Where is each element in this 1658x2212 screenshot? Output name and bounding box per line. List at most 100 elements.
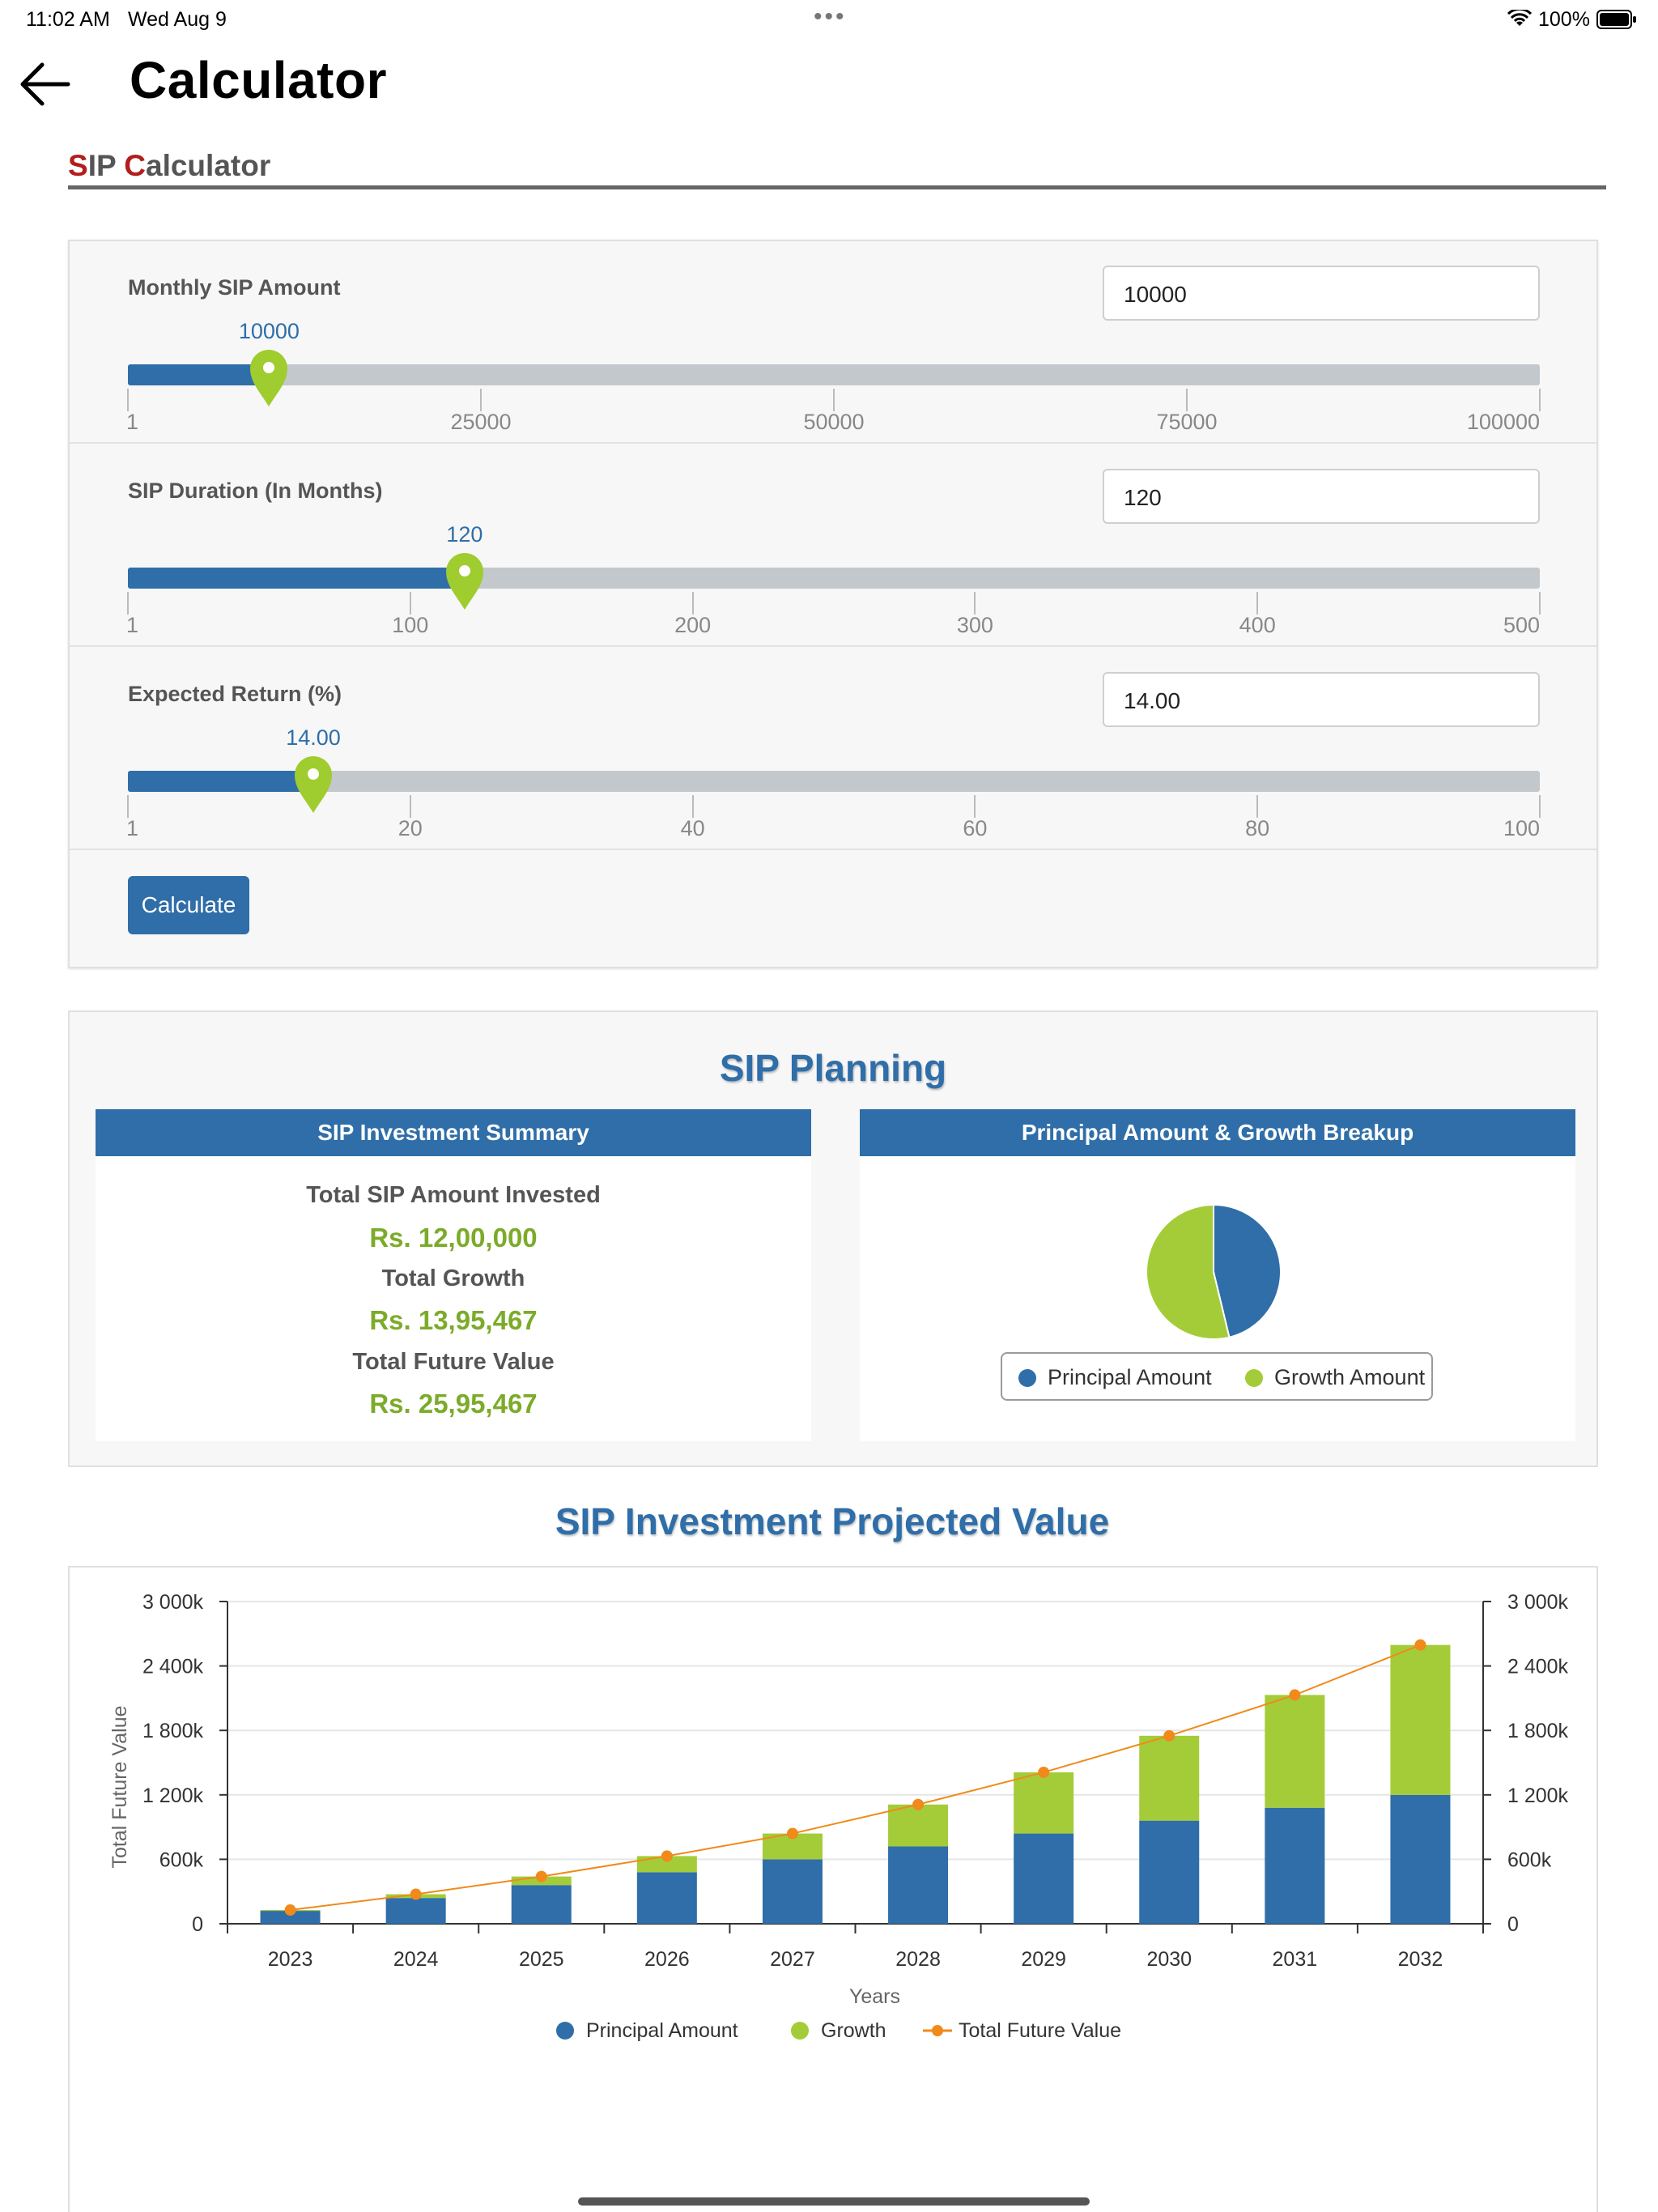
bar-growth[interactable] — [1139, 1735, 1200, 1821]
growth-legend-label[interactable]: Growth Amount — [1274, 1365, 1426, 1389]
bar-principal[interactable] — [636, 1872, 697, 1924]
slider-tick — [1256, 592, 1259, 615]
future-value-point[interactable] — [661, 1850, 673, 1862]
future-value-point[interactable] — [1038, 1766, 1050, 1778]
bar-principal[interactable] — [260, 1911, 321, 1924]
heading-letter-c: C — [124, 149, 146, 182]
y2-tick-label: 1 200k — [1507, 1784, 1569, 1807]
bar-principal[interactable] — [1390, 1794, 1451, 1924]
multitasking-dots-icon[interactable]: ••• — [814, 3, 847, 30]
total-growth-label: Total Growth — [381, 1266, 525, 1291]
bar-growth[interactable] — [888, 1804, 949, 1847]
bar-principal[interactable] — [385, 1898, 446, 1924]
slider-tick — [127, 795, 129, 818]
legend-total-future-value[interactable]: Total Future Value — [959, 2019, 1121, 2042]
legend-principal[interactable]: Principal Amount — [586, 2019, 738, 2042]
future-value-point[interactable] — [535, 1870, 547, 1882]
slider-tick-label: 80 — [1245, 816, 1270, 840]
future-value-point[interactable] — [284, 1904, 296, 1916]
expected-return-row: Expected Return (%) 14.00 14.00 1 20 40 60 80… — [70, 648, 1596, 850]
slider-tick — [691, 592, 694, 615]
future-value-point[interactable] — [410, 1888, 422, 1900]
slider-value-label: 14.00 — [286, 725, 341, 750]
slider-tick-label: 100000 — [1466, 410, 1540, 434]
slider-tick-label: 1 — [126, 410, 139, 434]
slider-fill — [128, 771, 313, 792]
monthly-sip-input[interactable]: 10000 — [1103, 266, 1540, 321]
y-tick-label: 0 — [192, 1913, 203, 1936]
bar-growth[interactable] — [1014, 1772, 1074, 1834]
home-indicator[interactable] — [578, 2197, 1090, 2206]
x-axis-title: Years — [849, 1985, 900, 2008]
sip-planning-panel: SIP Planning SIP Investment Summary Tota… — [68, 1010, 1598, 1467]
monthly-sip-slider[interactable] — [128, 364, 1540, 385]
bar-growth[interactable] — [1390, 1644, 1451, 1795]
y-tick-label: 1 200k — [142, 1784, 204, 1807]
sip-planning-title: SIP Planning — [719, 1047, 947, 1089]
slider-tick-label: 400 — [1239, 613, 1276, 637]
slider-tick — [409, 592, 411, 615]
y-tick-label: 3 000k — [142, 1591, 204, 1614]
x-tick-label: 2026 — [644, 1948, 690, 1971]
principal-growth-pie-chart — [1146, 1203, 1282, 1340]
slider-handle-pin-icon[interactable] — [247, 347, 291, 408]
pie-slice-growth[interactable] — [1146, 1203, 1231, 1340]
slider-tick-label: 40 — [680, 816, 705, 840]
sip-duration-input[interactable]: 120 — [1103, 469, 1540, 524]
bar-principal[interactable] — [511, 1885, 572, 1924]
sip-calculator-heading: SIP Calculator — [68, 147, 1606, 189]
bar-principal[interactable] — [1014, 1833, 1074, 1924]
growth-legend-dot — [1245, 1369, 1263, 1387]
sip-duration-slider[interactable] — [128, 568, 1540, 589]
future-value-point[interactable] — [1414, 1639, 1426, 1651]
back-arrow-icon[interactable] — [16, 58, 74, 110]
slider-tick-label: 500 — [1503, 613, 1540, 637]
slider-handle-pin-icon[interactable] — [443, 550, 487, 611]
slider-tick — [1539, 592, 1541, 615]
pie-slice-principal[interactable] — [1213, 1203, 1282, 1338]
projected-value-chart: 0 0 600k 600k 1 200k 1 200k 1 800k 1 800k 2 400k… — [108, 1591, 1569, 2042]
principal-legend-label[interactable]: Principal Amount — [1048, 1365, 1212, 1389]
legend-growth[interactable]: Growth — [821, 2019, 886, 2042]
calculate-button[interactable]: Calculate — [128, 876, 249, 934]
slider-tick — [974, 795, 976, 818]
expected-return-slider[interactable] — [128, 771, 1540, 792]
principal-legend-dot — [1018, 1369, 1036, 1387]
x-tick-label: 2023 — [268, 1948, 313, 1971]
bar-growth[interactable] — [1265, 1695, 1325, 1808]
x-tick-label: 2030 — [1146, 1948, 1192, 1971]
y2-tick-label: 600k — [1507, 1848, 1552, 1871]
x-tick-label: 2028 — [895, 1948, 941, 1971]
slider-tick — [833, 389, 835, 411]
x-tick-label: 2024 — [393, 1948, 439, 1971]
future-value-point[interactable] — [912, 1798, 925, 1810]
slider-fill — [128, 568, 465, 589]
y-tick-label: 600k — [159, 1848, 204, 1871]
legend-growth-marker — [791, 2022, 809, 2040]
slider-handle-pin-icon[interactable] — [291, 753, 335, 815]
bar-principal[interactable] — [1265, 1807, 1325, 1924]
bar-principal[interactable] — [762, 1859, 823, 1924]
bar-principal[interactable] — [1139, 1820, 1200, 1924]
investment-summary-card: SIP Investment Summary Total SIP Amount … — [96, 1109, 811, 1441]
growth-breakup-card: Principal Amount & Growth Breakup Princi… — [860, 1109, 1575, 1441]
battery-icon — [1596, 10, 1637, 35]
status-time: 11:02 AM — [26, 8, 110, 31]
total-future-label: Total Future Value — [352, 1349, 555, 1375]
slider-tick — [974, 592, 976, 615]
x-tick-label: 2032 — [1398, 1948, 1443, 1971]
bar-growth[interactable] — [636, 1856, 697, 1873]
breakup-card-header: Principal Amount & Growth Breakup — [860, 1109, 1575, 1156]
future-value-point[interactable] — [786, 1827, 798, 1840]
x-tick-label: 2029 — [1021, 1948, 1066, 1971]
y-tick-label: 2 400k — [142, 1656, 204, 1678]
expected-return-input[interactable]: 14.00 — [1103, 672, 1540, 727]
sip-duration-row: SIP Duration (In Months) 120 120 1 100 200 3… — [70, 445, 1596, 647]
total-future-value: Rs. 25,95,467 — [369, 1389, 538, 1419]
y-axis-title: Total Future Value — [108, 1705, 131, 1868]
bar-principal[interactable] — [888, 1846, 949, 1924]
future-value-point[interactable] — [1163, 1729, 1175, 1742]
future-value-point[interactable] — [1289, 1689, 1301, 1701]
slider-tick — [1539, 795, 1541, 818]
pie-legend: Principal Amount Growth Amount — [1001, 1352, 1433, 1401]
